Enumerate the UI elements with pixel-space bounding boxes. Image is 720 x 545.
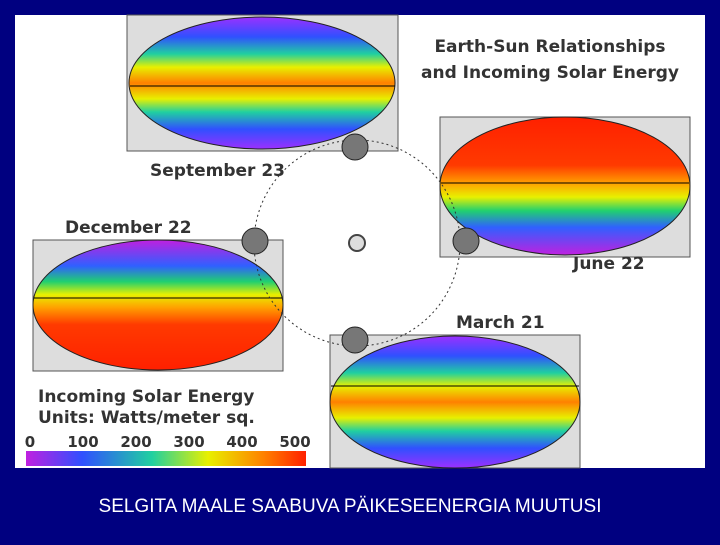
earths	[241, 133, 480, 354]
season-label: June 22	[572, 254, 645, 274]
scale-tick-label: 100	[67, 433, 98, 451]
scale-tick-label: 200	[120, 433, 151, 451]
season-label: December 22	[65, 218, 192, 238]
globe-december	[32, 239, 284, 372]
title-line: Earth-Sun Relationships	[434, 37, 665, 57]
scale-tick-label: 300	[173, 433, 204, 451]
globe-june	[439, 116, 691, 258]
scale-tick-label: 400	[226, 433, 257, 451]
title-line: and Incoming Solar Energy	[421, 63, 679, 83]
globe-september	[126, 14, 399, 152]
globe-march	[329, 334, 581, 469]
color-scale	[26, 451, 306, 466]
legend-title: Units: Watts/meter sq.	[38, 408, 255, 428]
scale-tick-label: 0	[25, 433, 35, 451]
legend-title: Incoming Solar Energy	[38, 387, 254, 407]
season-label: March 21	[456, 313, 545, 333]
scale-tick-label: 500	[279, 433, 310, 451]
season-label: September 23	[150, 161, 285, 181]
sun	[348, 234, 366, 252]
caption: SELGITA MAALE SAABUVA PÄIKESEENERGIA MUU…	[99, 496, 602, 517]
